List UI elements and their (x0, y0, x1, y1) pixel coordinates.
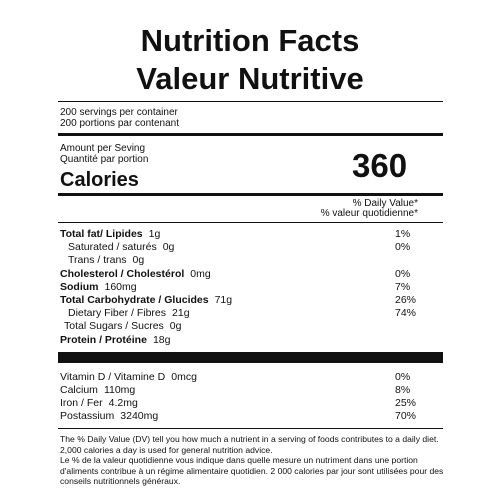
nutrient-name: Dietary Fiber / Fibres (68, 307, 167, 319)
vitamin-dv: 0% (395, 371, 411, 383)
nutrient-name: Protein / Protéine (60, 334, 147, 346)
nutrient-row: Total Sugars / Sucres 0g (60, 321, 181, 332)
vitamin-amount: 4.2mg (108, 397, 138, 409)
nutrient-row: Protein / Protéine 18g (60, 335, 170, 346)
servings: 200 portions par contenant (60, 118, 179, 129)
vitamin-amount: 0mcg (171, 371, 197, 383)
nutrient-name: Total Carbohydrate / Glucides (60, 294, 209, 306)
nutrient-amount: 71g (214, 294, 233, 306)
rule (58, 133, 443, 136)
dv-header: % Daily Value* (352, 198, 418, 209)
nutrient-name: Trans / trans (68, 254, 127, 266)
footnote: d'aliments contribue à un régime aliment… (60, 465, 444, 476)
nutrient-dv: 26% (395, 294, 417, 306)
nutrient-dv: 1% (395, 228, 411, 240)
footnote: Le % de la valeur quotidienne vous indiq… (60, 455, 418, 465)
vitamin-amount: 110mg (103, 384, 136, 396)
nutrient-row: Saturated / saturés 0g (60, 242, 174, 253)
nutrient-row: Total Carbohydrate / Glucides 71g (60, 295, 232, 306)
rule (58, 352, 443, 363)
footnote: conseils nutritionnels généraux. (60, 476, 181, 486)
nutrient-dv: 7% (395, 281, 411, 293)
rule (58, 428, 443, 429)
vitamin-name: Calcium (60, 384, 98, 396)
nutrient-dv: 74% (395, 307, 417, 319)
title: Nutrition Facts (140, 23, 360, 58)
nutrient-amount: 0g (132, 254, 145, 266)
rule (58, 222, 443, 223)
vitamin-name: Postassium (60, 410, 115, 422)
dv-header: % valeur quotidienne* (320, 208, 418, 219)
nutrient-row: Cholesterol / Cholestérol 0mg (60, 269, 211, 280)
footnote: 2,000 calories a day is used for general… (60, 444, 273, 455)
amount: Amount per Seving (60, 143, 146, 154)
nutrient-name: Saturated / saturés (68, 241, 157, 253)
rule (58, 101, 443, 102)
vitamin-name: Vitamin D / Vitamine D (60, 371, 166, 383)
vitamin-dv: 8% (395, 384, 411, 396)
nutrient-row: Total fat/ Lipides 1g (60, 229, 160, 240)
nutrient-amount: 0g (169, 320, 182, 332)
vitamin-dv: 70% (395, 410, 417, 422)
nutrient-name: Cholesterol / Cholestérol (60, 268, 185, 280)
nutrient-amount: 21g (172, 307, 190, 319)
nutrient-amount: 0mg (190, 268, 211, 280)
nutrient-dv: 0% (395, 268, 411, 280)
calories-label: Calories (60, 169, 139, 191)
nutrient-row: Sodium 160mg (60, 282, 137, 293)
vitamin-amount: 3240mg (120, 410, 159, 422)
amount: Quantité par portion (60, 154, 149, 165)
calories-value: 360 (352, 147, 408, 184)
nutrient-name: Total Sugars / Sucres (64, 320, 164, 332)
nutrient-row: Trans / trans 0g (60, 255, 144, 266)
nutrient-amount: 18g (152, 334, 171, 346)
servings: 200 servings per container (60, 107, 178, 118)
vitamin-row: Postassium 3240mg (60, 411, 158, 422)
footnote: The % Daily Value (DV) tell you how much… (60, 434, 439, 444)
nutrient-name: Sodium (60, 281, 99, 293)
nutrient-amount: 0g (162, 241, 175, 253)
vitamin-name: Iron / Fer (60, 397, 103, 409)
vitamin-row: Vitamin D / Vitamine D 0mcg (60, 372, 197, 383)
rule (58, 193, 443, 196)
nutrient-dv: 0% (395, 241, 411, 253)
nutrient-row: Dietary Fiber / Fibres 21g (60, 308, 190, 319)
vitamin-row: Calcium 110mg (60, 385, 135, 396)
nutrient-name: Total fat/ Lipides (60, 228, 143, 240)
vitamin-row: Iron / Fer 4.2mg (60, 398, 138, 409)
title-fr: Valeur Nutritive (136, 61, 364, 96)
nutrient-amount: 1g (148, 228, 161, 240)
nutrient-amount: 160mg (104, 281, 137, 293)
vitamin-dv: 25% (395, 397, 417, 409)
